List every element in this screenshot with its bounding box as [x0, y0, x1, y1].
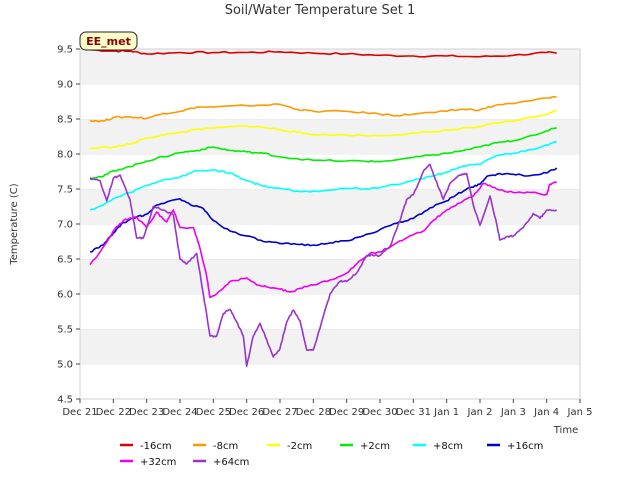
x-tick-label: Dec 30 — [362, 407, 397, 418]
legend: -16cm -8cm -2cm +2cm +8cm +16cm +32cm +64cm — [120, 441, 543, 468]
x-tick-label: Dec 26 — [229, 407, 264, 418]
x-tick-label: Jan 1 — [433, 407, 459, 418]
series-line--16cm — [89, 48, 557, 58]
series-lines — [89, 48, 558, 367]
grid-band — [80, 84, 580, 119]
grid-band — [80, 224, 580, 259]
y-tick-label: 9.5 — [57, 45, 73, 56]
x-tick-label: Dec 21 — [62, 407, 97, 418]
y-tick-label: 4.5 — [57, 395, 73, 406]
y-tick-label: 6.0 — [57, 290, 73, 301]
y-axis-ticks: 4.5 5.0 5.5 6.0 6.5 7.0 7.5 8.0 8.5 9.0 9.5 — [57, 45, 80, 406]
y-axis-label: Temperature (C) — [9, 183, 20, 265]
series-line-+32cm — [89, 181, 558, 299]
legend-label: +16cm — [507, 441, 543, 452]
legend-label: -8cm — [213, 441, 238, 452]
series-line--8cm — [89, 95, 557, 123]
y-tick-label: 7.5 — [57, 185, 73, 196]
x-tick-label: Jan 4 — [533, 407, 559, 418]
y-tick-label: 9.0 — [57, 80, 73, 91]
grid-band — [80, 364, 580, 399]
legend-label: +32cm — [140, 457, 176, 468]
x-tick-label: Dec 31 — [396, 407, 431, 418]
y-tick-label: 7.0 — [57, 220, 73, 231]
y-tick-label: 6.5 — [57, 255, 73, 266]
annotation-box: EE_met — [79, 31, 138, 51]
x-tick-label: Dec 27 — [262, 407, 297, 418]
y-tick-label: 8.5 — [57, 115, 73, 126]
series-line-+2cm — [89, 127, 557, 180]
x-tick-label: Jan 5 — [567, 407, 593, 418]
x-tick-label: Jan 3 — [500, 407, 526, 418]
y-tick-label: 8.0 — [57, 150, 73, 161]
chart-title: Soil/Water Temperature Set 1 — [225, 3, 416, 18]
grid-band — [80, 259, 580, 294]
grid-band — [80, 294, 580, 329]
annotation-box-bg — [79, 31, 138, 51]
x-tick-label: Dec 23 — [129, 407, 164, 418]
grid-band — [80, 119, 580, 154]
series-line--2cm — [89, 109, 557, 150]
y-tick-label: 5.0 — [57, 360, 73, 371]
x-tick-label: Dec 22 — [96, 407, 131, 418]
legend-label: -2cm — [287, 441, 312, 452]
legend-label: +2cm — [360, 441, 390, 452]
background-bands — [80, 48, 580, 399]
y-tick-label: 5.5 — [57, 325, 73, 336]
series-line-+64cm — [89, 163, 558, 367]
x-tick-label: Dec 24 — [162, 407, 197, 418]
x-tick-label: Dec 29 — [329, 407, 364, 418]
x-tick-label: Jan 2 — [467, 407, 493, 418]
series-line-+8cm — [89, 141, 557, 211]
x-axis-label: Time — [553, 425, 578, 436]
x-tick-label: Dec 25 — [196, 407, 231, 418]
legend-label: +8cm — [433, 441, 463, 452]
annotation-label: EE_met — [86, 35, 131, 48]
legend-label: -16cm — [140, 441, 172, 452]
legend-label: +64cm — [213, 457, 249, 468]
x-tick-label: Dec 28 — [296, 407, 331, 418]
grid-band — [80, 329, 580, 364]
